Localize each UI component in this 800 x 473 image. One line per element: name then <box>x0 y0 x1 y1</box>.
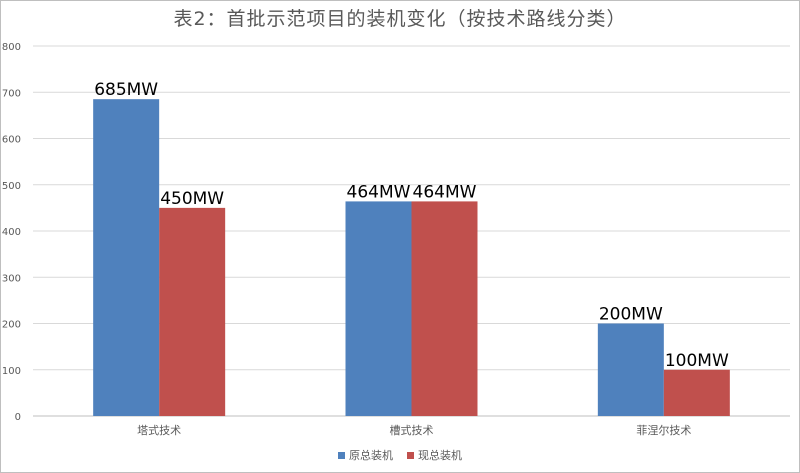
x-tick-label: 塔式技术 <box>137 424 181 437</box>
y-tick-label: 400 <box>2 227 21 238</box>
data-label: 450MW <box>160 189 224 209</box>
bar <box>597 323 664 416</box>
chart-legend: 原总装机 现总装机 <box>0 447 800 463</box>
y-tick-label: 0 <box>15 412 21 423</box>
data-label: 464MW <box>347 182 411 202</box>
y-tick-label: 100 <box>2 366 21 377</box>
chart-title: 表2：首批示范项目的装机变化（按技术路线分类） <box>173 8 627 30</box>
y-tick-label: 700 <box>2 88 21 99</box>
bar <box>411 201 478 416</box>
legend-item-current: 现总装机 <box>407 447 462 463</box>
y-tick-label: 200 <box>2 320 21 331</box>
bar <box>93 99 160 416</box>
data-label: 100MW <box>665 351 729 371</box>
data-label: 200MW <box>599 305 663 325</box>
y-tick-label: 300 <box>2 273 21 284</box>
x-tick-label: 菲涅尔技术 <box>636 423 691 437</box>
x-tick-label: 槽式技术 <box>390 424 434 437</box>
legend-label-original: 原总装机 <box>349 449 393 462</box>
bar <box>663 369 730 416</box>
y-tick-label: 500 <box>2 181 21 192</box>
y-tick-label: 800 <box>2 42 21 53</box>
y-tick-label: 600 <box>2 135 21 146</box>
data-label: 685MW <box>94 80 158 100</box>
legend-item-original: 原总装机 <box>338 447 393 463</box>
bar <box>159 207 226 416</box>
legend-swatch-original <box>338 451 345 459</box>
legend-label-current: 现总装机 <box>418 449 462 462</box>
bar <box>345 201 412 416</box>
legend-swatch-current <box>407 451 414 459</box>
data-label: 464MW <box>413 182 477 202</box>
